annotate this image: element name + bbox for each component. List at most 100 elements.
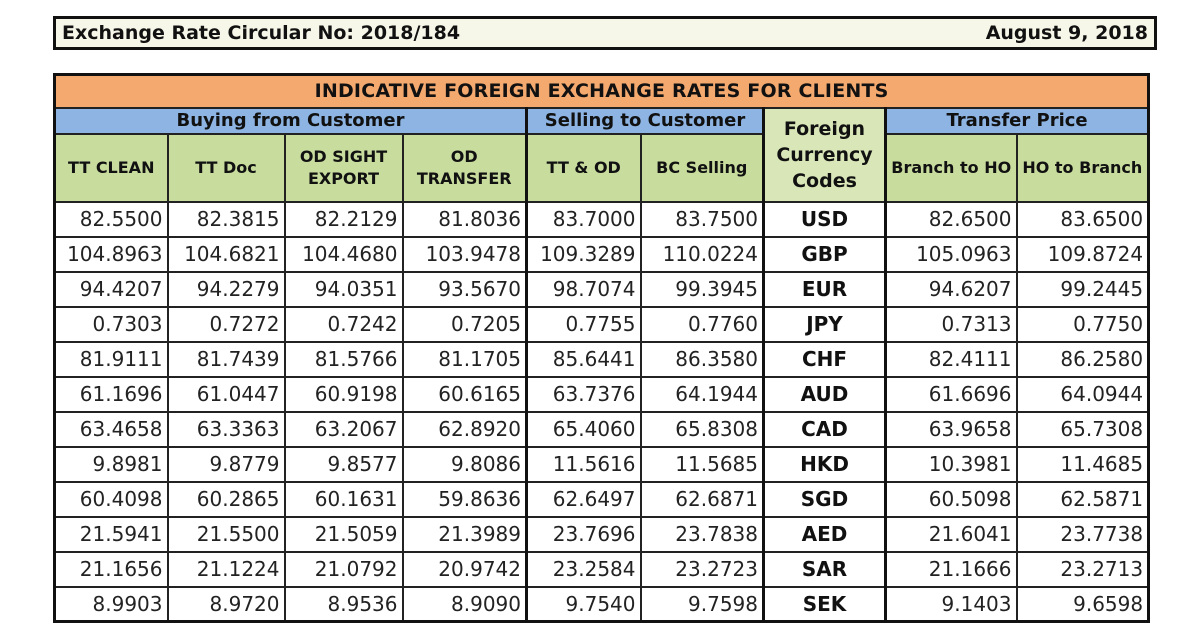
cell-od-sight-export: 21.0792 [283,550,404,588]
cell-branch-to-ho: 0.7313 [884,305,1018,343]
cell-tt-doc: 63.3363 [166,410,286,448]
circular-date: August 9, 2018 [985,22,1148,44]
col-ho-to-branch: HO to Branch [1015,132,1150,203]
cell-bc-selling: 11.5685 [639,445,765,483]
cell-branch-to-ho: 9.1403 [884,585,1018,623]
group-buying-header: Buying from Customer [53,106,528,135]
cell-od-sight-export: 60.1631 [283,480,404,518]
table-row: 104.8963 104.6821 104.4680 103.9478 109.… [53,235,1150,273]
cell-branch-to-ho: 10.3981 [884,445,1018,483]
cell-branch-to-ho: 21.1666 [884,550,1018,588]
col-tt-od: TT & OD [525,132,642,203]
cell-tt-od: 85.6441 [525,340,642,378]
cell-od-transfer: 9.8086 [401,445,528,483]
cell-tt-od: 109.3289 [525,235,642,273]
cell-ho-to-branch: 109.8724 [1015,235,1150,273]
col-od-sight-export: OD SIGHT EXPORT [283,132,404,203]
cell-currency-code: SEK [762,585,887,623]
table-row: 0.7303 0.7272 0.7242 0.7205 0.7755 0.776… [53,305,1150,343]
cell-tt-clean: 81.9111 [53,340,169,378]
cell-tt-od: 0.7755 [525,305,642,343]
cell-od-transfer: 62.8920 [401,410,528,448]
table-row: 94.4207 94.2279 94.0351 93.5670 98.7074 … [53,270,1150,308]
cell-ho-to-branch: 86.2580 [1015,340,1150,378]
cell-tt-od: 11.5616 [525,445,642,483]
cell-tt-doc: 82.3815 [166,200,286,238]
cell-tt-doc: 60.2865 [166,480,286,518]
cell-ho-to-branch: 65.7308 [1015,410,1150,448]
cell-od-sight-export: 21.5059 [283,515,404,553]
cell-od-transfer: 81.8036 [401,200,528,238]
cell-tt-clean: 8.9903 [53,585,169,623]
group-transfer-header: Transfer Price [883,106,1150,135]
cell-tt-clean: 21.1656 [53,550,169,588]
cell-bc-selling: 64.1944 [639,375,765,413]
cell-bc-selling: 62.6871 [639,480,765,518]
cell-currency-code: SGD [762,480,887,518]
cell-bc-selling: 83.7500 [639,200,765,238]
table-row: 8.9903 8.9720 8.9536 8.9090 9.7540 9.759… [53,585,1150,623]
cell-branch-to-ho: 21.6041 [884,515,1018,553]
col-tt-doc: TT Doc [166,132,286,203]
currency-codes-header: Foreign Currency Codes [762,106,887,203]
cell-ho-to-branch: 62.5871 [1015,480,1150,518]
cell-od-sight-export: 94.0351 [283,270,404,308]
table-row: 60.4098 60.2865 60.1631 59.8636 62.6497 … [53,480,1150,518]
col-od-transfer: OD TRANSFER [401,132,528,203]
cell-ho-to-branch: 9.6598 [1015,585,1150,623]
cell-currency-code: EUR [762,270,887,308]
cell-od-sight-export: 104.4680 [283,235,404,273]
cell-tt-doc: 9.8779 [166,445,286,483]
cell-ho-to-branch: 64.0944 [1015,375,1150,413]
cell-od-transfer: 60.6165 [401,375,528,413]
cell-branch-to-ho: 82.6500 [884,200,1018,238]
cell-bc-selling: 65.8308 [639,410,765,448]
rates-body: 82.5500 82.3815 82.2129 81.8036 83.7000 … [53,200,1150,623]
cell-branch-to-ho: 82.4111 [884,340,1018,378]
cell-currency-code: SAR [762,550,887,588]
cell-currency-code: USD [762,200,887,238]
cell-tt-doc: 81.7439 [166,340,286,378]
cell-tt-clean: 104.8963 [53,235,169,273]
cell-tt-clean: 21.5941 [53,515,169,553]
cell-od-transfer: 21.3989 [401,515,528,553]
cell-ho-to-branch: 23.2713 [1015,550,1150,588]
cell-tt-od: 65.4060 [525,410,642,448]
group-selling-header: Selling to Customer [525,106,765,135]
cell-tt-clean: 60.4098 [53,480,169,518]
cell-tt-clean: 9.8981 [53,445,169,483]
cell-branch-to-ho: 61.6696 [884,375,1018,413]
cell-bc-selling: 110.0224 [639,235,765,273]
cell-currency-code: GBP [762,235,887,273]
cell-tt-clean: 82.5500 [53,200,169,238]
table-row: 21.1656 21.1224 21.0792 20.9742 23.2584 … [53,550,1150,588]
cell-od-transfer: 8.9090 [401,585,528,623]
cell-tt-doc: 61.0447 [166,375,286,413]
cell-bc-selling: 9.7598 [639,585,765,623]
circular-header-bar: Exchange Rate Circular No: 2018/184 Augu… [53,16,1157,50]
cell-ho-to-branch: 11.4685 [1015,445,1150,483]
cell-tt-doc: 8.9720 [166,585,286,623]
cell-currency-code: JPY [762,305,887,343]
cell-bc-selling: 0.7760 [639,305,765,343]
exchange-rates-table: INDICATIVE FOREIGN EXCHANGE RATES FOR CL… [53,73,1151,623]
cell-bc-selling: 23.7838 [639,515,765,553]
table-row: 63.4658 63.3363 63.2067 62.8920 65.4060 … [53,410,1150,448]
table-row: 9.8981 9.8779 9.8577 9.8086 11.5616 11.5… [53,445,1150,483]
cell-od-transfer: 103.9478 [401,235,528,273]
cell-od-sight-export: 82.2129 [283,200,404,238]
cell-currency-code: CHF [762,340,887,378]
cell-currency-code: CAD [762,410,887,448]
cell-bc-selling: 99.3945 [639,270,765,308]
circular-number: Exchange Rate Circular No: 2018/184 [62,22,461,44]
col-tt-clean: TT CLEAN [53,132,169,203]
cell-tt-od: 63.7376 [525,375,642,413]
cell-tt-doc: 21.1224 [166,550,286,588]
cell-bc-selling: 23.2723 [639,550,765,588]
cell-tt-doc: 0.7272 [166,305,286,343]
table-row: 61.1696 61.0447 60.9198 60.6165 63.7376 … [53,375,1150,413]
cell-tt-clean: 61.1696 [53,375,169,413]
cell-currency-code: AED [762,515,887,553]
cell-od-sight-export: 8.9536 [283,585,404,623]
cell-branch-to-ho: 94.6207 [884,270,1018,308]
